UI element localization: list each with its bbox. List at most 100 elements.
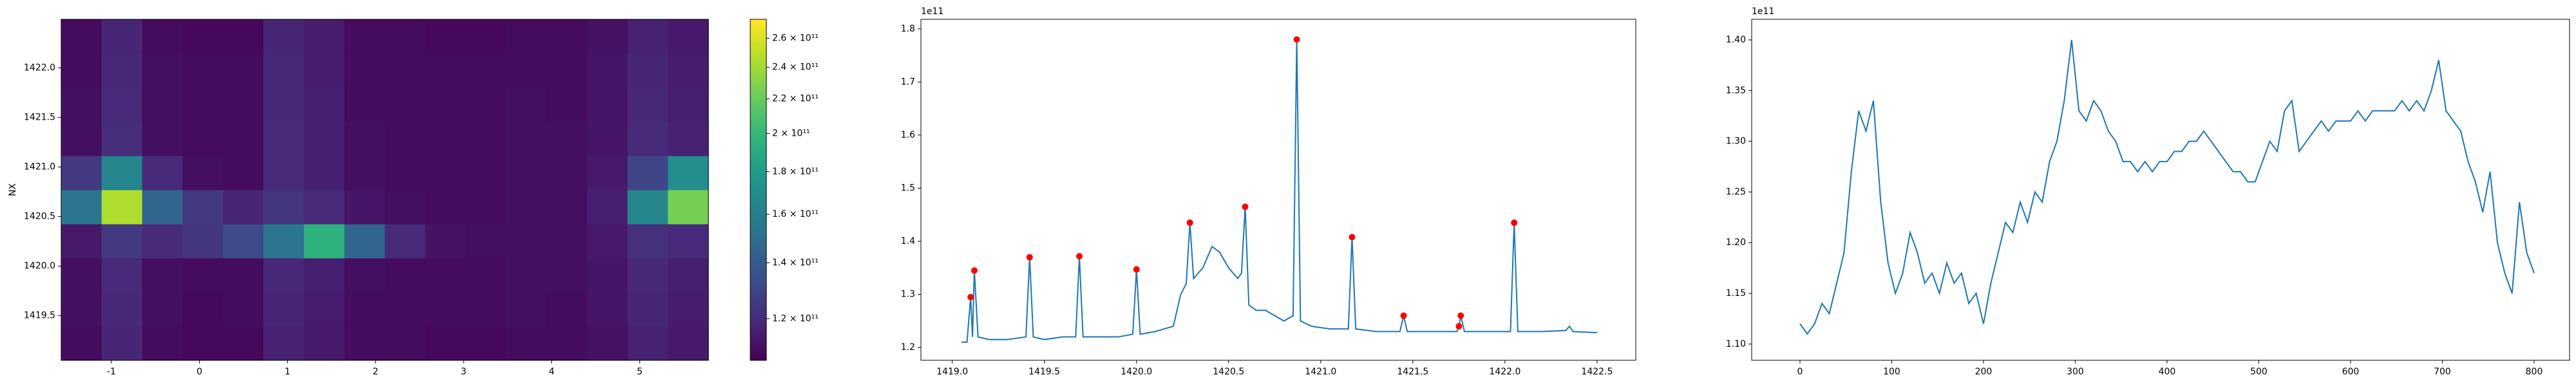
y-tick-label: 1.20 (1726, 237, 1746, 248)
colorbar-segment (750, 76, 766, 80)
colorbar-segment (750, 192, 766, 196)
colorbar-segment (750, 68, 766, 71)
peak-marker (1186, 219, 1193, 226)
colorbar-segment (750, 33, 766, 37)
heatmap-cell (546, 258, 588, 293)
y-tick-label: 1419.5 (24, 311, 55, 321)
heatmap-cell (263, 190, 305, 225)
heatmap-cell (506, 190, 547, 225)
heatmap-cell (425, 122, 466, 156)
heatmap-cell (182, 326, 223, 361)
heatmap-cell (223, 326, 264, 361)
heatmap-cell (61, 19, 102, 54)
colorbar-segment (750, 42, 766, 46)
colorbar-segment (750, 19, 766, 23)
colorbar-segment (750, 354, 766, 358)
heatmap-cell (384, 292, 426, 327)
colorbar-segment (750, 311, 766, 315)
heatmap-cell (627, 292, 668, 327)
heatmap-cell (303, 326, 345, 361)
colorbar-segment (750, 82, 766, 86)
heatmap-cell (627, 224, 668, 259)
colorbar-segment (750, 22, 766, 26)
offset-text: 1e11 (1752, 6, 1774, 17)
heatmap-cell (263, 292, 305, 327)
y-tick-label: 1420.5 (24, 212, 55, 222)
colorbar-segment (750, 207, 766, 210)
colorbar-segment (750, 93, 766, 96)
heatmap-cell (142, 53, 184, 88)
colorbar-tick-label: 1.8 × 10¹¹ (772, 167, 819, 177)
heatmap-cell (466, 53, 507, 88)
heatmap-cell (142, 224, 184, 259)
x-tick-label: 1419.5 (1028, 367, 1060, 377)
colorbar-segment (750, 226, 766, 230)
heatmap-cell (344, 87, 386, 122)
colorbar-segment (750, 317, 766, 321)
colorbar-segment (750, 297, 766, 301)
heatmap-cell (546, 122, 588, 156)
peak-marker (1457, 312, 1464, 319)
colorbar-segment (750, 258, 766, 262)
colorbar-segment (750, 53, 766, 57)
x-tick-label: -1 (107, 367, 116, 377)
peak-marker (1400, 312, 1407, 319)
heatmap-cell (506, 156, 547, 190)
colorbar-segment (750, 280, 766, 284)
heatmap-cell (384, 19, 426, 54)
x-tick-label: 3 (460, 367, 466, 377)
heatmap-cell (627, 326, 668, 361)
colorbar-segment (750, 116, 766, 120)
colorbar-segment (750, 64, 766, 68)
heatmap-cell (506, 19, 547, 54)
heatmap-cell (263, 122, 305, 156)
heatmap-cell (668, 122, 709, 156)
heatmap-cell (668, 53, 709, 88)
colorbar-segment (750, 306, 766, 310)
y-tick-label: 1.30 (1726, 136, 1746, 147)
colorbar-segment (750, 349, 766, 353)
colorbar-segment (750, 36, 766, 40)
heatmap-cell (101, 19, 143, 54)
y-tick-label: 1.40 (1726, 35, 1746, 45)
heatmap-cell (668, 224, 709, 259)
heatmap-cell (344, 122, 386, 156)
colorbar-tick-label: 2.6 × 10¹¹ (772, 33, 819, 44)
colorbar-segment (750, 156, 766, 160)
heatmap-cell (142, 258, 184, 293)
heatmap-cell (587, 53, 628, 88)
heatmap-cell (263, 224, 305, 259)
colorbar-segment (750, 122, 766, 125)
heatmap-cell (142, 19, 184, 54)
x-tick-label: 1422.5 (1581, 367, 1613, 377)
peak-marker (971, 267, 978, 274)
colorbar-segment (750, 255, 766, 259)
heatmap-cell (587, 258, 628, 293)
colorbar-segment (750, 84, 766, 88)
heatmap-cell (506, 87, 547, 122)
colorbar-segment (750, 144, 766, 148)
heatmap-cell (627, 122, 668, 156)
colorbar-segment (750, 187, 766, 190)
heatmap-cell (344, 53, 386, 88)
heatmap-cell (263, 53, 305, 88)
colorbar-segment (750, 345, 766, 349)
colorbar-segment (750, 175, 766, 179)
heatmap-cell (466, 87, 507, 122)
colorbar-segment (750, 249, 766, 253)
x-tick-label: 600 (2342, 367, 2360, 377)
heatmap-cell (466, 156, 507, 190)
colorbar-segment (750, 292, 766, 296)
heatmap-cell (142, 156, 184, 190)
heatmap-cell (384, 156, 426, 190)
heatmap-cell (263, 258, 305, 293)
heatmap-cell (182, 292, 223, 327)
heatmap-cell (182, 87, 223, 122)
y-tick-label: 1.5 (901, 183, 915, 194)
x-tick-label: 1421.5 (1397, 367, 1428, 377)
x-tick-label: 2 (373, 367, 379, 377)
heatmap-cell (61, 190, 102, 225)
heatmap-cell (223, 87, 264, 122)
colorbar-segment (750, 269, 766, 273)
colorbar-tick-label: 2.4 × 10¹¹ (772, 62, 819, 73)
